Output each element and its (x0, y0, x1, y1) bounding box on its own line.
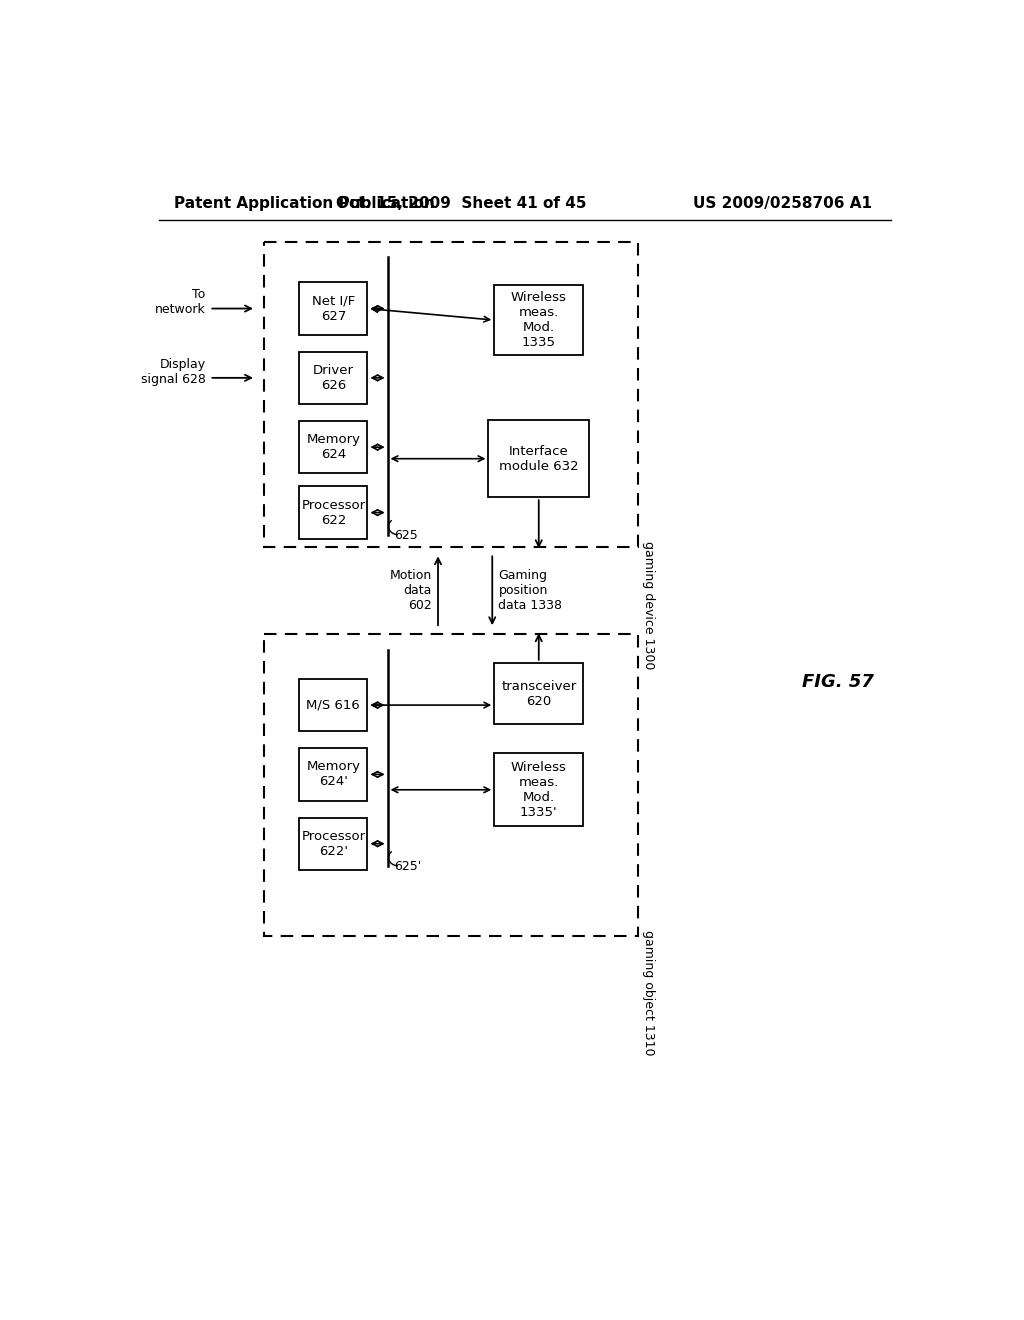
Text: Motion
data
602: Motion data 602 (389, 569, 432, 612)
Bar (263, 242, 638, 548)
Text: transceiver
620: transceiver 620 (501, 680, 577, 708)
Text: US 2009/0258706 A1: US 2009/0258706 A1 (693, 195, 872, 211)
Bar (299, 421, 368, 474)
Text: gaming object 1310: gaming object 1310 (642, 929, 654, 1056)
Text: FIG. 57: FIG. 57 (802, 673, 874, 690)
Text: gaming device 1300: gaming device 1300 (642, 541, 654, 669)
Text: M/S 616: M/S 616 (306, 698, 360, 711)
Text: Memory
624': Memory 624' (306, 760, 360, 788)
Text: Oct. 15, 2009  Sheet 41 of 45: Oct. 15, 2009 Sheet 41 of 45 (336, 195, 587, 211)
Text: Wireless
meas.
Mod.
1335: Wireless meas. Mod. 1335 (511, 292, 566, 348)
Text: Driver
626: Driver 626 (313, 364, 354, 392)
Text: Display
signal 628: Display signal 628 (140, 358, 206, 385)
Text: Gaming
position
data 1338: Gaming position data 1338 (499, 569, 562, 612)
Bar (299, 678, 368, 731)
Bar (495, 754, 584, 826)
Bar (299, 487, 368, 539)
Text: 625': 625' (394, 861, 421, 874)
Bar (263, 635, 638, 936)
Bar (299, 351, 368, 404)
Bar (488, 420, 589, 498)
Text: Wireless
meas.
Mod.
1335': Wireless meas. Mod. 1335' (511, 760, 566, 818)
Bar (495, 285, 584, 355)
Text: 625: 625 (394, 529, 418, 543)
Bar (299, 282, 368, 335)
Bar (495, 663, 584, 725)
Text: Net I/F
627: Net I/F 627 (311, 294, 355, 322)
Text: Processor
622: Processor 622 (301, 499, 366, 527)
Bar (299, 748, 368, 800)
Bar (299, 817, 368, 870)
Text: Interface
module 632: Interface module 632 (499, 445, 579, 473)
Text: Patent Application Publication: Patent Application Publication (174, 195, 435, 211)
Text: Memory
624: Memory 624 (306, 433, 360, 461)
Text: To
network: To network (155, 288, 206, 317)
Text: Processor
622': Processor 622' (301, 830, 366, 858)
